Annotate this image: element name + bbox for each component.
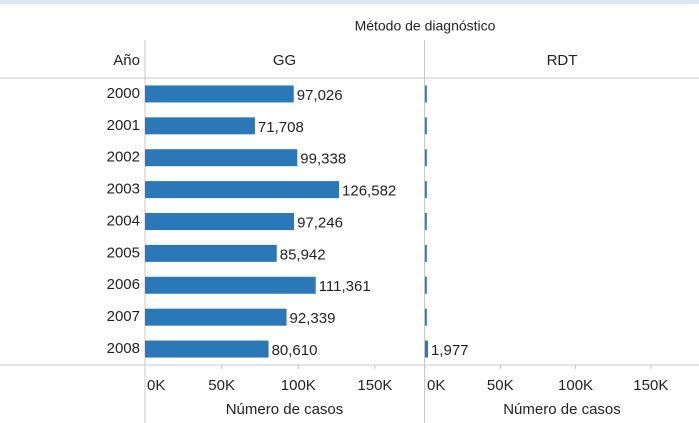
x-tick-label: 100K — [281, 377, 316, 394]
bar — [425, 340, 428, 358]
value-label: 97,246 — [297, 214, 343, 231]
bar — [425, 308, 427, 326]
value-label: 111,361 — [319, 278, 371, 295]
bar — [425, 276, 427, 294]
x-tick-label: 50K — [208, 377, 235, 394]
bar — [145, 213, 295, 230]
y-tick-label: 2008 — [107, 340, 140, 357]
x-tick-label: 0K — [427, 377, 445, 394]
value-label: 71,708 — [258, 119, 304, 136]
y-tick-label: 2006 — [107, 276, 140, 293]
y-tick-label: 2005 — [107, 244, 140, 261]
y-tick-label: 2002 — [107, 149, 140, 166]
value-label: 85,942 — [280, 246, 326, 263]
panel-header: GG — [273, 52, 296, 69]
bar — [425, 117, 427, 135]
x-tick-label: 150K — [633, 377, 668, 394]
bar — [145, 340, 269, 358]
bar — [145, 276, 316, 294]
bar — [425, 149, 427, 167]
value-label: 1,977 — [431, 342, 469, 359]
x-tick-label: 150K — [357, 377, 392, 394]
y-tick-label: 2003 — [107, 181, 140, 198]
bar — [145, 308, 287, 326]
bar — [145, 117, 255, 135]
top-band — [0, 0, 699, 4]
bar — [145, 244, 277, 262]
value-label: 99,338 — [300, 151, 346, 168]
x-axis-title: Número de casos — [226, 401, 344, 418]
x-tick-label: 100K — [558, 377, 593, 394]
bar — [145, 149, 298, 167]
bar — [425, 85, 427, 103]
value-label: 97,026 — [297, 87, 343, 104]
bar — [145, 85, 294, 103]
bar — [145, 181, 340, 199]
y-tick-label: 2007 — [107, 308, 140, 325]
value-label: 92,339 — [290, 310, 336, 327]
value-label: 126,582 — [342, 183, 396, 200]
x-axis-title: Número de casos — [503, 401, 621, 418]
y-tick-label: 2000 — [107, 85, 140, 102]
panel-header: RDT — [547, 52, 578, 69]
bar — [425, 244, 427, 262]
y-tick-label: 2001 — [107, 117, 140, 134]
y-tick-label: 2004 — [107, 212, 140, 229]
x-tick-label: 50K — [487, 377, 514, 394]
value-label: 80,610 — [272, 342, 318, 359]
bar — [425, 213, 427, 230]
bar — [425, 181, 427, 199]
row-header: Año — [113, 52, 140, 69]
chart-title: Método de diagnóstico — [355, 18, 496, 34]
x-tick-label: 0K — [147, 377, 165, 394]
